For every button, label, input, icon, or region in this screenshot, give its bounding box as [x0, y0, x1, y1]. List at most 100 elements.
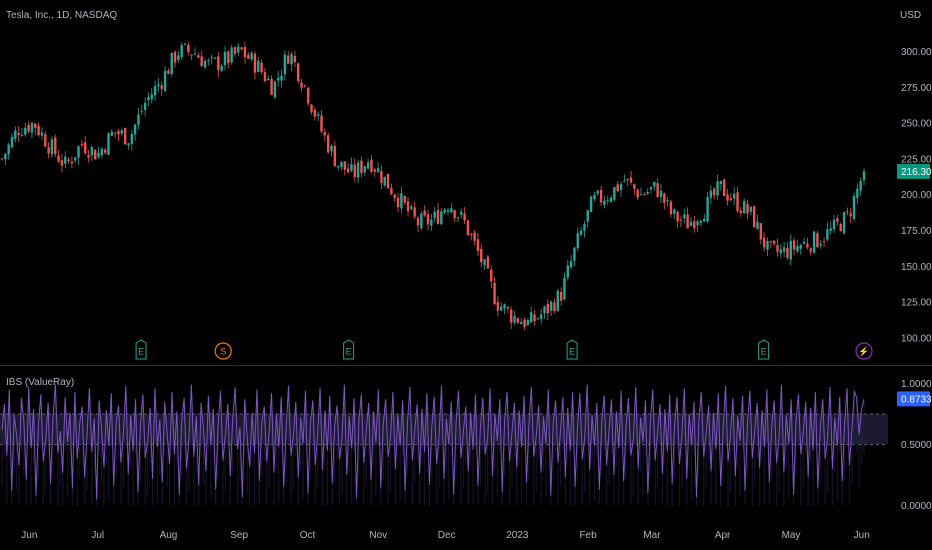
candle: [350, 157, 353, 173]
candle: [839, 222, 842, 232]
event-marker-earnings[interactable]: E: [343, 339, 355, 360]
candle-body: [669, 201, 673, 215]
candle-body: [193, 53, 197, 55]
price-axis[interactable]: 100.00 125.00 150.00 175.00 200.00 225.00 250.…: [901, 47, 932, 344]
candle: [792, 237, 796, 256]
candle-body: [583, 224, 586, 231]
candle-body: [589, 196, 593, 213]
ibs-value-badge: 0.8733: [897, 391, 932, 407]
ibs-axis[interactable]: 0.0000 0.5000 1.0000: [901, 379, 932, 512]
candle-body: [150, 94, 153, 100]
candle-body: [553, 302, 556, 312]
event-marker-split[interactable]: ⚡: [855, 342, 873, 360]
candle: [583, 220, 586, 238]
candle: [373, 167, 376, 177]
candle: [316, 111, 320, 122]
candle-body: [500, 306, 503, 311]
candle: [819, 240, 822, 249]
candle-body: [546, 303, 550, 314]
candle: [543, 305, 546, 319]
candle: [536, 317, 540, 320]
candle: [596, 189, 599, 196]
indicator-title[interactable]: IBS (ValueRay): [6, 377, 74, 388]
time-axis[interactable]: Jun Jul Aug Sep Oct Nov Dec 2023 Feb Mar Apr May Jun: [21, 530, 869, 541]
candle-body: [10, 136, 14, 147]
candle-body: [453, 210, 456, 219]
candle: [390, 183, 393, 196]
candle-body: [596, 190, 599, 194]
candle: [523, 317, 526, 330]
candle-body: [563, 277, 566, 300]
time-tick-label: 2023: [506, 530, 529, 541]
candle-body: [606, 200, 609, 202]
candle: [80, 139, 84, 148]
candle: [480, 243, 483, 268]
candle: [340, 161, 343, 171]
event-marker-earnings[interactable]: E: [135, 339, 147, 360]
candle: [539, 308, 543, 325]
candle-body: [752, 206, 756, 228]
candle-body: [559, 291, 563, 301]
candle: [117, 128, 120, 142]
candle-body: [143, 102, 147, 110]
price-tick-label: 250.00: [901, 119, 932, 130]
candle-body: [822, 241, 826, 243]
candle-body: [263, 72, 267, 82]
candle-body: [463, 213, 466, 221]
candle-body: [716, 181, 719, 196]
candle: [310, 103, 313, 115]
candle-body: [543, 306, 546, 314]
candle: [87, 149, 90, 163]
candle-body: [729, 198, 733, 200]
candle-body: [656, 183, 659, 197]
candle-body: [130, 133, 133, 144]
candle-body: [67, 159, 70, 162]
candle: [846, 207, 849, 216]
candle: [47, 142, 50, 158]
candle-body: [197, 55, 200, 58]
event-marker-earnings[interactable]: E: [758, 339, 770, 360]
price-pane[interactable]: [0, 41, 866, 330]
candle: [709, 185, 713, 205]
candle: [376, 162, 380, 173]
event-marker-label: E: [138, 347, 144, 357]
symbol-title[interactable]: Tesla, Inc., 1D, NASDAQ: [6, 10, 117, 21]
ibs-value-badge-bg: [897, 391, 930, 407]
event-marker-earnings[interactable]: E: [566, 339, 578, 360]
candle: [589, 195, 593, 213]
candle-body: [566, 265, 569, 278]
candle: [496, 296, 500, 317]
candle-body: [243, 47, 247, 58]
candle: [829, 221, 832, 235]
candle-body: [686, 214, 689, 229]
candle-body: [93, 149, 97, 160]
candle-body: [663, 193, 666, 203]
event-marker-label: E: [346, 347, 352, 357]
candle-body: [739, 210, 743, 214]
candle-body: [526, 319, 530, 325]
candle: [74, 157, 77, 164]
candle: [330, 144, 333, 157]
candle-body: [90, 147, 94, 156]
candle: [653, 181, 656, 191]
candle-body: [806, 243, 809, 248]
candle: [516, 317, 520, 325]
candle: [27, 121, 30, 134]
candle-body: [776, 245, 779, 252]
candle-body: [676, 212, 679, 222]
candle: [143, 97, 147, 117]
candle-body: [812, 231, 816, 253]
candle-body: [786, 247, 789, 258]
candle-body: [440, 211, 443, 225]
candle: [716, 174, 719, 200]
candle: [410, 204, 413, 211]
candle-body: [476, 239, 480, 251]
candle-body: [20, 134, 24, 136]
candle-body: [683, 214, 686, 219]
candle: [603, 195, 606, 209]
event-marker-dividend[interactable]: S: [214, 342, 232, 360]
candle: [290, 51, 293, 72]
ibs-pane[interactable]: [0, 384, 888, 506]
candle: [160, 81, 163, 96]
